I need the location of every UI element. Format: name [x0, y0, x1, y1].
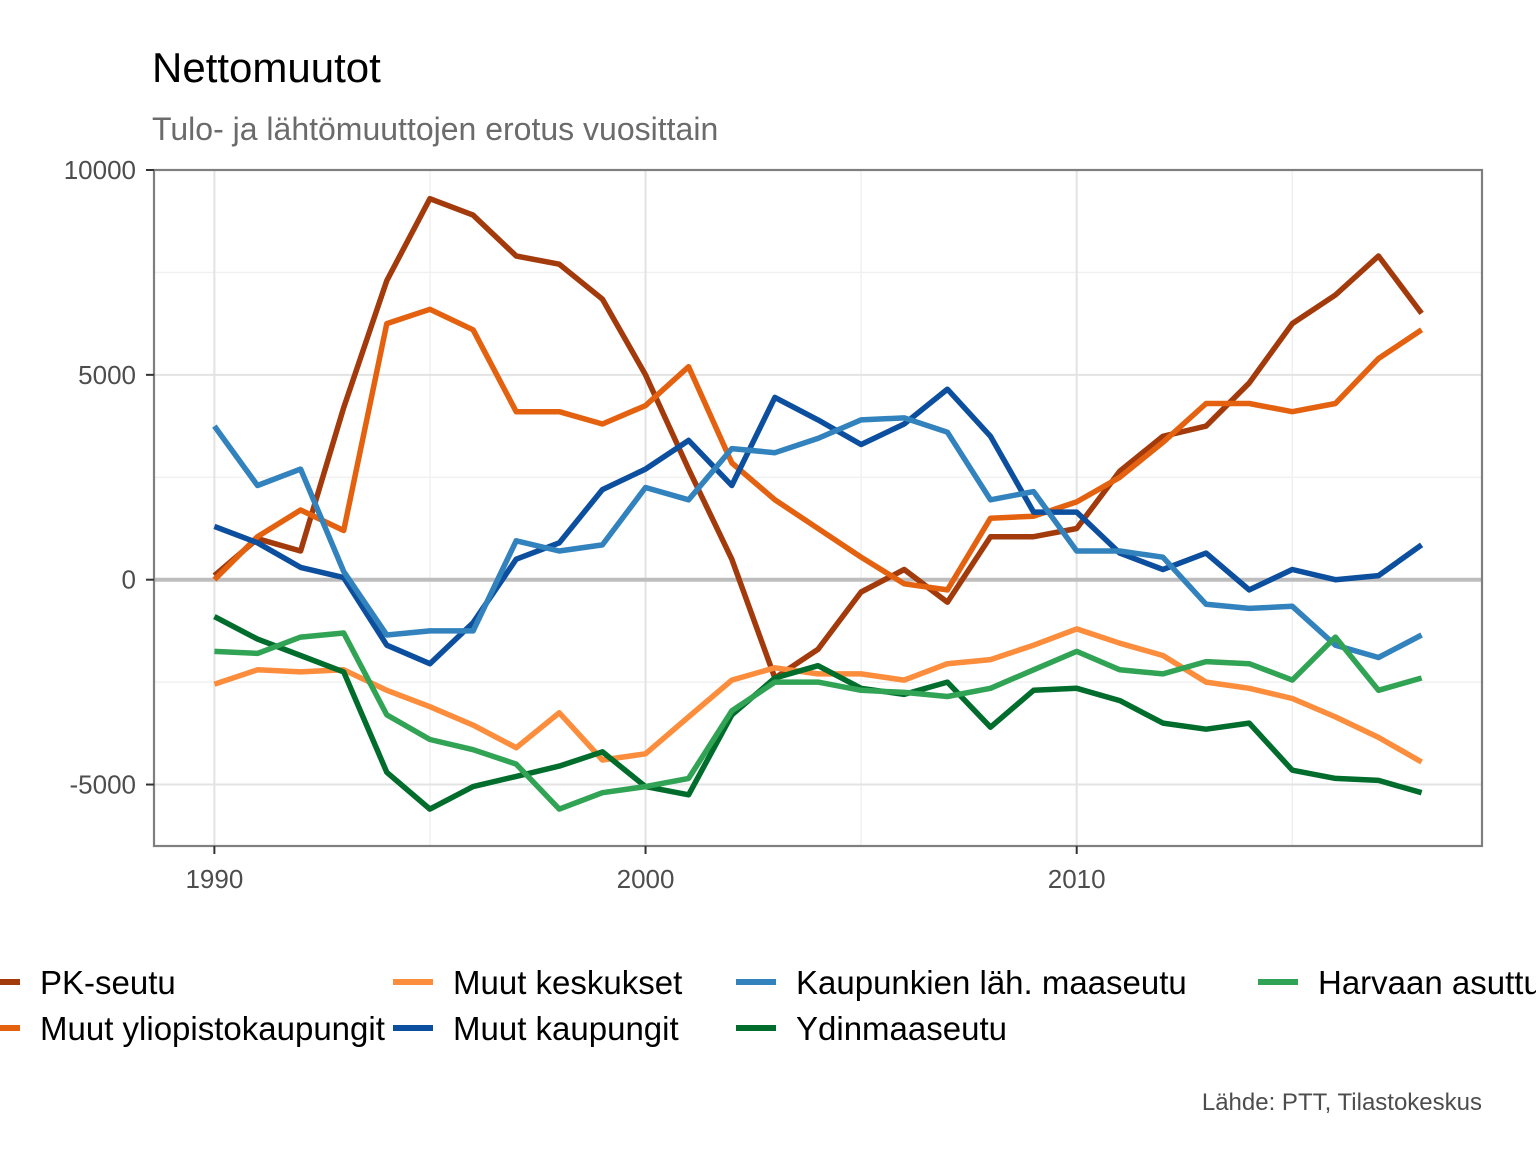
x-tick-label: 1990	[185, 864, 243, 894]
legend-label: Muut keskukset	[453, 964, 682, 1001]
series-line	[212, 415, 1423, 661]
legend-label: Muut yliopistokaupungit	[40, 1010, 385, 1047]
chart-title: Nettomuutot	[152, 44, 381, 91]
y-tick-label: 10000	[64, 155, 136, 185]
x-tick-label: 2010	[1048, 864, 1106, 894]
legend-label: Harvaan asuttu maaseutu	[1318, 964, 1536, 1001]
y-tick-label: -5000	[70, 770, 137, 800]
grid	[154, 169, 1482, 846]
y-tick-label: 5000	[78, 360, 136, 390]
series-line	[212, 195, 1424, 681]
series-line	[213, 626, 1423, 765]
series-lines	[212, 195, 1424, 812]
legend: PK-seutu Muut yliopistokaupungit Muut kesk…	[0, 964, 1536, 1047]
legend-label: Muut kaupungit	[453, 1010, 679, 1047]
legend-label: Ydinmaaseutu	[796, 1010, 1007, 1047]
series-line	[213, 386, 1424, 667]
y-tick-label: 0	[122, 565, 136, 595]
legend-label: PK-seutu	[40, 964, 176, 1001]
series-line	[214, 630, 1423, 812]
axes: 1990 2000 2010 -5000 0 5000 10000	[64, 155, 1106, 894]
series-line	[212, 306, 1424, 593]
series-line	[213, 614, 1423, 812]
chart-caption: Lähde: PTT, Tilastokeskus	[1202, 1089, 1482, 1116]
x-tick-label: 2000	[617, 864, 675, 894]
chart-subtitle: Tulo- ja lähtömuuttojen erotus vuosittai…	[152, 111, 718, 147]
legend-label: Kaupunkien läh. maaseutu	[796, 964, 1187, 1001]
plot-border	[152, 168, 1484, 848]
